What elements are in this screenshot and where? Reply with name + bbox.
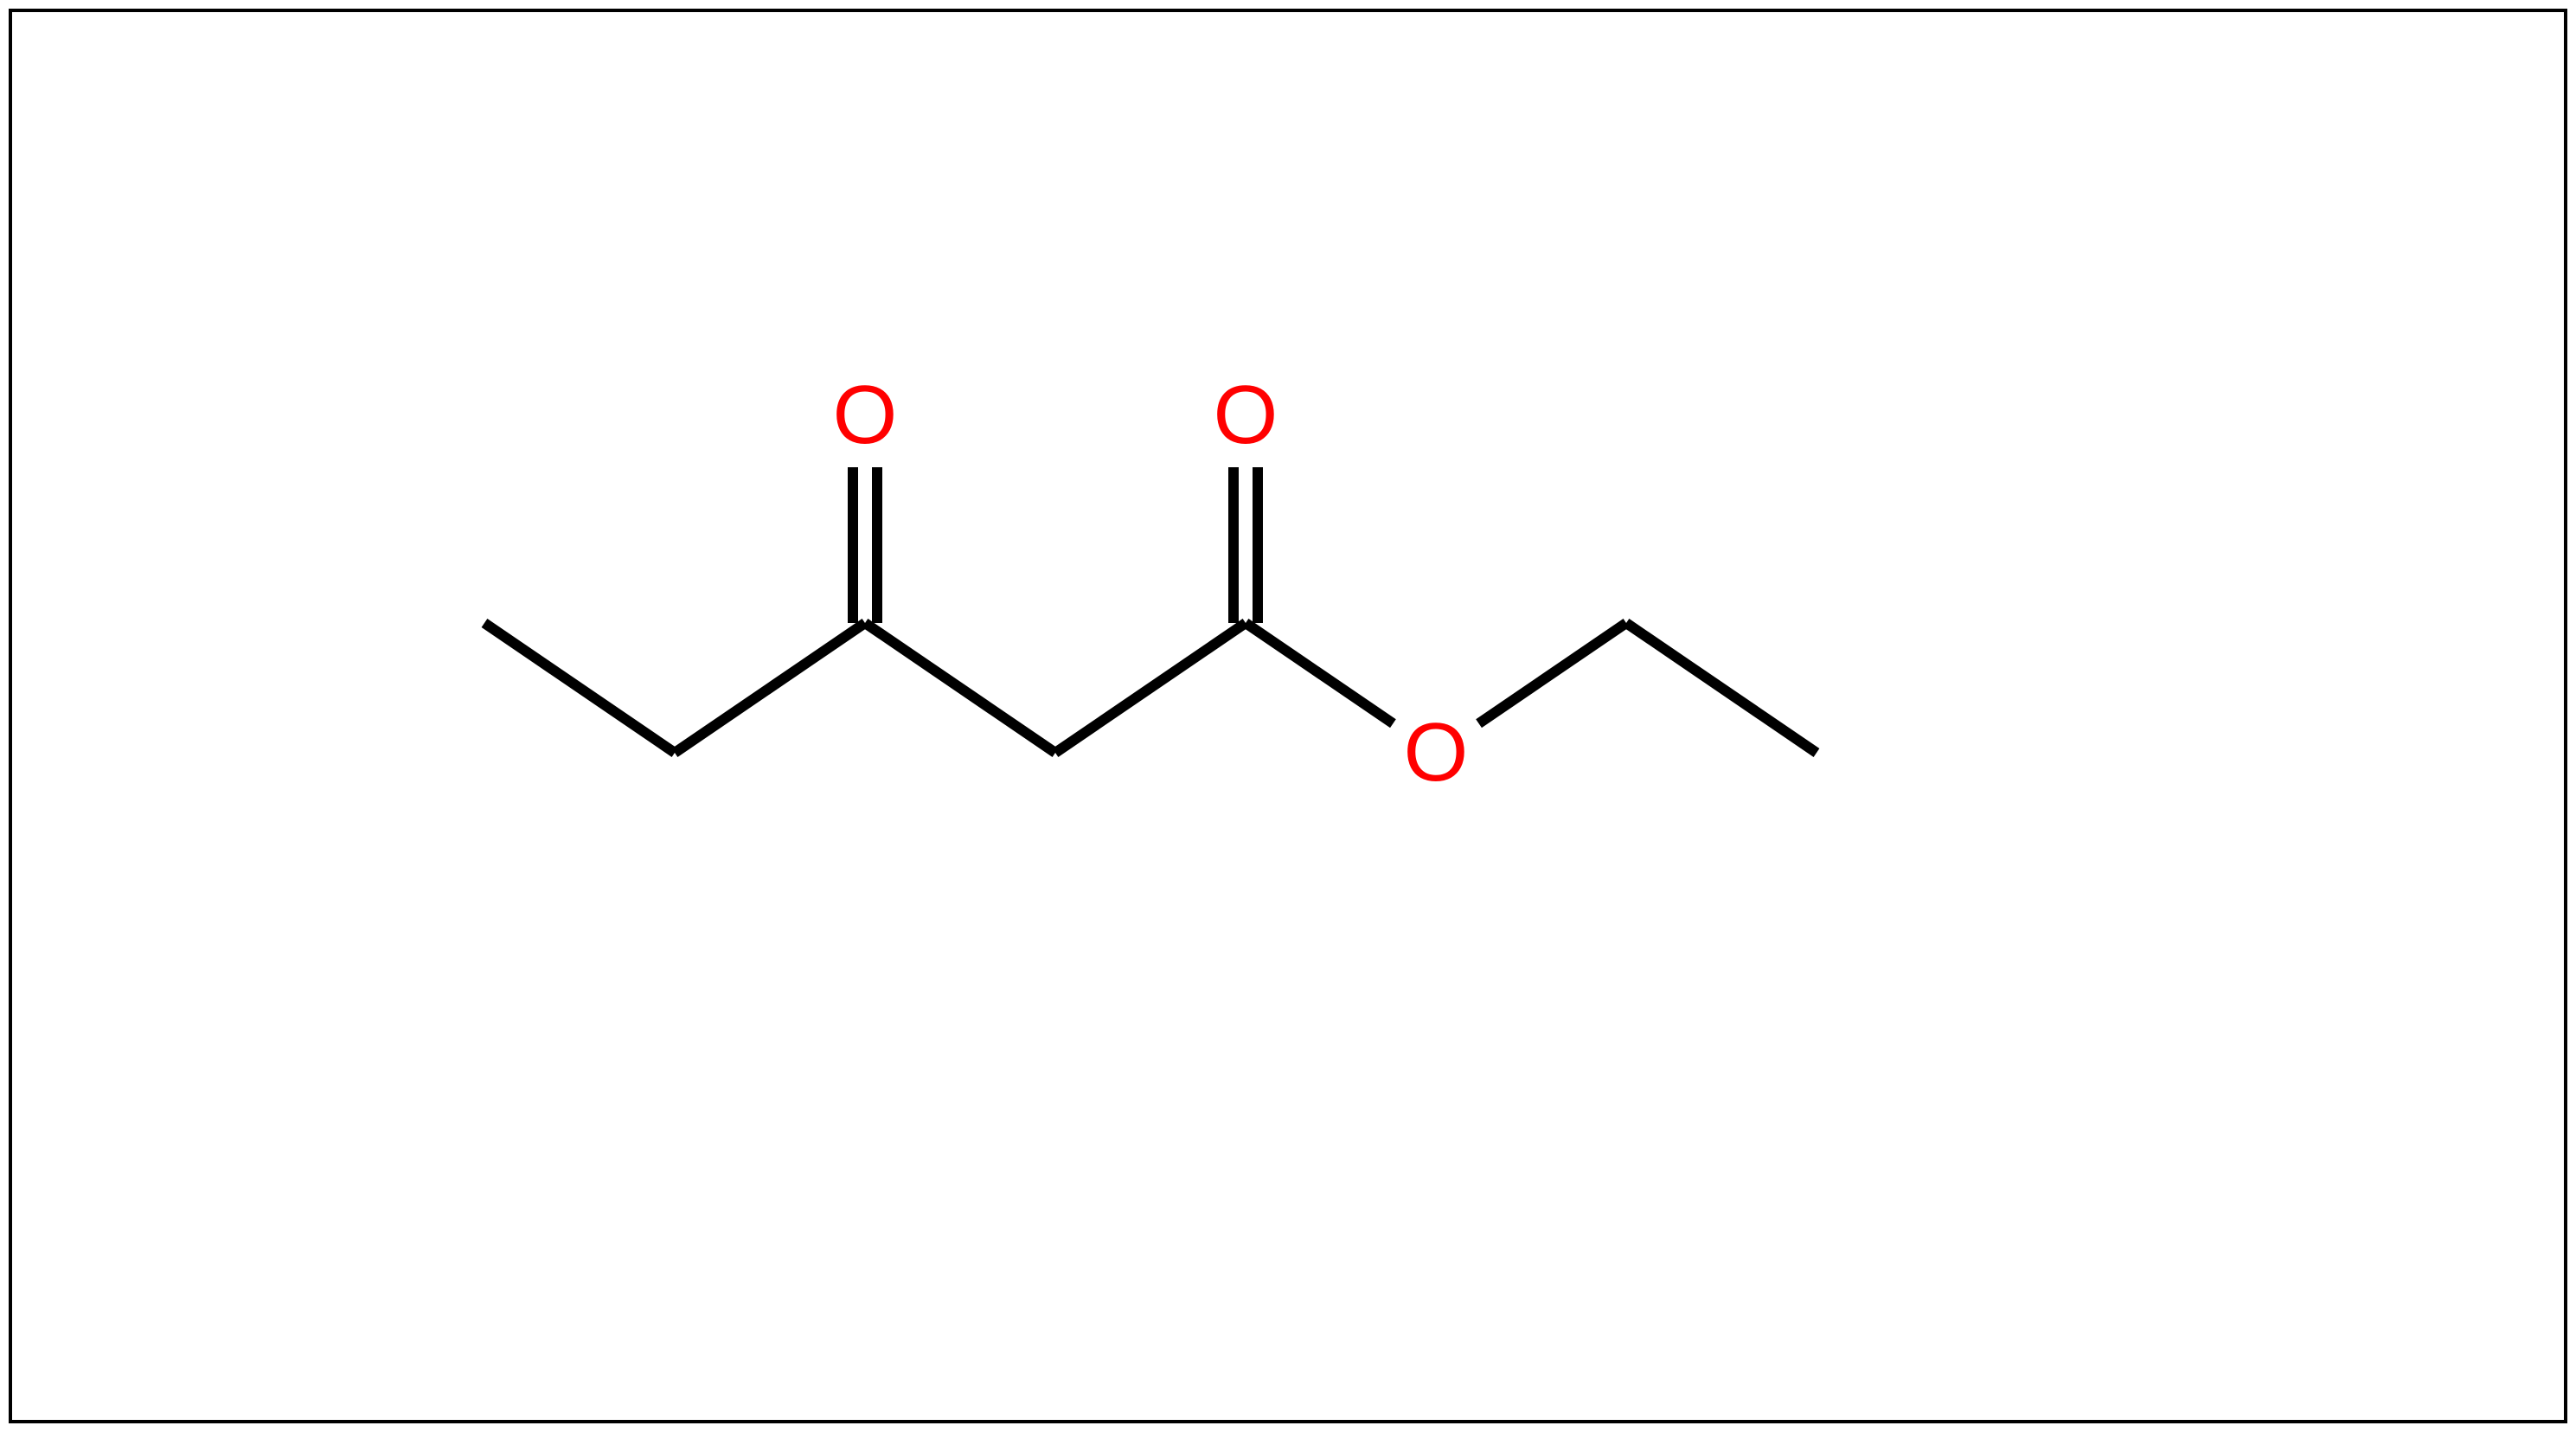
atom-label-O3d: O <box>833 368 898 463</box>
atom-label-O6: O <box>1404 705 1469 800</box>
molecule-bonds <box>0 0 2576 1432</box>
atom-label-O5d: O <box>1214 368 1278 463</box>
diagram-root: O O O <box>0 0 2576 1432</box>
